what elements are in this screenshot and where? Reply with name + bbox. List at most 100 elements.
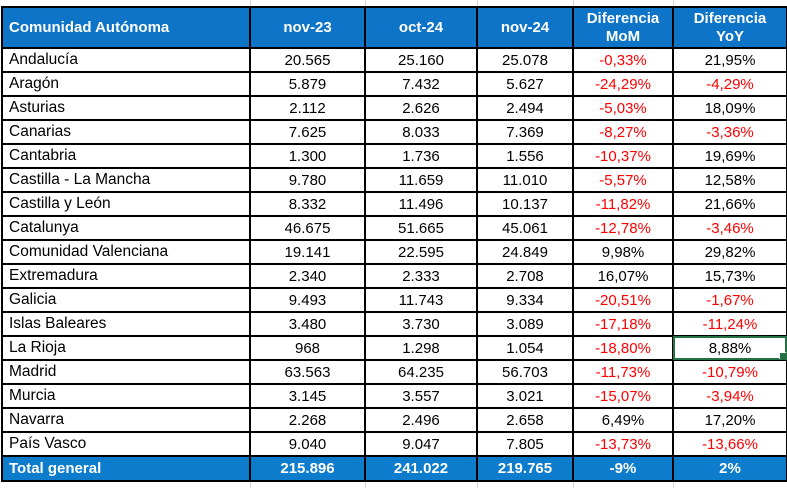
- cell-oct24[interactable]: 2.333: [364, 263, 478, 289]
- cell-comunidad[interactable]: Canarias: [1, 119, 251, 145]
- cell-oct24[interactable]: 8.033: [364, 119, 478, 145]
- cell-nov23[interactable]: 2.340: [249, 263, 366, 289]
- cell-yoy[interactable]: -3,94%: [672, 383, 787, 409]
- cell-oct24[interactable]: 9.047: [364, 431, 478, 457]
- cell-yoy[interactable]: 18,09%: [672, 95, 787, 121]
- cell-nov23[interactable]: 3.145: [249, 383, 366, 409]
- cell-mom[interactable]: -18,80%: [572, 335, 674, 361]
- cell-comunidad[interactable]: País Vasco: [1, 431, 251, 457]
- cell-mom[interactable]: 9,98%: [572, 239, 674, 265]
- cell-oct24[interactable]: 2.496: [364, 407, 478, 433]
- total-nov23[interactable]: 215.896: [249, 455, 366, 482]
- cell-oct24[interactable]: 25.160: [364, 47, 478, 73]
- cell-nov23[interactable]: 968: [249, 335, 366, 361]
- cell-yoy[interactable]: -11,24%: [672, 311, 787, 337]
- cell-comunidad[interactable]: Aragón: [1, 71, 251, 97]
- cell-nov23[interactable]: 2.112: [249, 95, 366, 121]
- cell-mom[interactable]: -5,03%: [572, 95, 674, 121]
- cell-mom[interactable]: 16,07%: [572, 263, 674, 289]
- cell-mom[interactable]: -0,33%: [572, 47, 674, 73]
- cell-nov23[interactable]: 9.040: [249, 431, 366, 457]
- cell-nov24[interactable]: 45.061: [476, 215, 574, 241]
- cell-comunidad[interactable]: La Rioja: [1, 335, 251, 361]
- cell-comunidad[interactable]: Murcia: [1, 383, 251, 409]
- cell-nov23[interactable]: 1.300: [249, 143, 366, 169]
- cell-mom[interactable]: -13,73%: [572, 431, 674, 457]
- cell-comunidad[interactable]: Andalucía: [1, 47, 251, 73]
- cell-yoy[interactable]: -3,36%: [672, 119, 787, 145]
- cell-nov24[interactable]: 5.627: [476, 71, 574, 97]
- cell-nov24[interactable]: 56.703: [476, 359, 574, 385]
- cell-nov24[interactable]: 1.054: [476, 335, 574, 361]
- cell-oct24[interactable]: 2.626: [364, 95, 478, 121]
- cell-mom[interactable]: -11,73%: [572, 359, 674, 385]
- cell-yoy[interactable]: 12,58%: [672, 167, 787, 193]
- header-nov23[interactable]: nov-23: [249, 6, 366, 49]
- cell-yoy[interactable]: -1,67%: [672, 287, 787, 313]
- cell-comunidad[interactable]: Catalunya: [1, 215, 251, 241]
- cell-mom[interactable]: -15,07%: [572, 383, 674, 409]
- cell-nov23[interactable]: 7.625: [249, 119, 366, 145]
- cell-mom[interactable]: -12,78%: [572, 215, 674, 241]
- cell-mom[interactable]: -17,18%: [572, 311, 674, 337]
- header-nov24[interactable]: nov-24: [476, 6, 574, 49]
- cell-oct24[interactable]: 3.730: [364, 311, 478, 337]
- cell-oct24[interactable]: 51.665: [364, 215, 478, 241]
- cell-comunidad[interactable]: Galicia: [1, 287, 251, 313]
- cell-nov24[interactable]: 3.021: [476, 383, 574, 409]
- cell-nov24[interactable]: 7.369: [476, 119, 574, 145]
- cell-yoy[interactable]: 21,66%: [672, 191, 787, 217]
- cell-nov24[interactable]: 11.010: [476, 167, 574, 193]
- cell-nov23[interactable]: 5.879: [249, 71, 366, 97]
- cell-nov23[interactable]: 19.141: [249, 239, 366, 265]
- cell-nov23[interactable]: 9.493: [249, 287, 366, 313]
- total-nov24[interactable]: 219.765: [476, 455, 574, 482]
- cell-mom[interactable]: 6,49%: [572, 407, 674, 433]
- cell-oct24[interactable]: 22.595: [364, 239, 478, 265]
- cell-nov24[interactable]: 7.805: [476, 431, 574, 457]
- cell-comunidad[interactable]: Extremadura: [1, 263, 251, 289]
- cell-nov24[interactable]: 24.849: [476, 239, 574, 265]
- cell-oct24[interactable]: 64.235: [364, 359, 478, 385]
- header-oct24[interactable]: oct-24: [364, 6, 478, 49]
- total-label[interactable]: Total general: [1, 455, 251, 482]
- cell-oct24[interactable]: 11.743: [364, 287, 478, 313]
- cell-oct24[interactable]: 1.298: [364, 335, 478, 361]
- total-yoy[interactable]: 2%: [672, 455, 787, 482]
- cell-oct24[interactable]: 3.557: [364, 383, 478, 409]
- selected-cell[interactable]: 8,88%: [672, 335, 787, 361]
- cell-nov24[interactable]: 25.078: [476, 47, 574, 73]
- cell-yoy[interactable]: 17,20%: [672, 407, 787, 433]
- cell-nov24[interactable]: 10.137: [476, 191, 574, 217]
- cell-nov23[interactable]: 46.675: [249, 215, 366, 241]
- header-comunidad[interactable]: Comunidad Autónoma: [1, 6, 251, 49]
- cell-oct24[interactable]: 11.659: [364, 167, 478, 193]
- header-diferencia-yoy[interactable]: Diferencia YoY: [672, 6, 787, 49]
- cell-comunidad[interactable]: Madrid: [1, 359, 251, 385]
- cell-nov24[interactable]: 2.658: [476, 407, 574, 433]
- cell-yoy[interactable]: -10,79%: [672, 359, 787, 385]
- cell-yoy[interactable]: -13,66%: [672, 431, 787, 457]
- cell-yoy[interactable]: -4,29%: [672, 71, 787, 97]
- cell-nov24[interactable]: 2.708: [476, 263, 574, 289]
- cell-comunidad[interactable]: Asturias: [1, 95, 251, 121]
- cell-yoy[interactable]: -3,46%: [672, 215, 787, 241]
- cell-comunidad[interactable]: Castilla - La Mancha: [1, 167, 251, 193]
- cell-oct24[interactable]: 1.736: [364, 143, 478, 169]
- total-oct24[interactable]: 241.022: [364, 455, 478, 482]
- cell-nov24[interactable]: 1.556: [476, 143, 574, 169]
- cell-nov23[interactable]: 3.480: [249, 311, 366, 337]
- cell-mom[interactable]: -8,27%: [572, 119, 674, 145]
- cell-comunidad[interactable]: Cantabria: [1, 143, 251, 169]
- cell-mom[interactable]: -20,51%: [572, 287, 674, 313]
- cell-yoy[interactable]: 29,82%: [672, 239, 787, 265]
- cell-nov23[interactable]: 8.332: [249, 191, 366, 217]
- cell-comunidad[interactable]: Navarra: [1, 407, 251, 433]
- cell-yoy[interactable]: 15,73%: [672, 263, 787, 289]
- cell-oct24[interactable]: 11.496: [364, 191, 478, 217]
- cell-nov23[interactable]: 20.565: [249, 47, 366, 73]
- cell-nov23[interactable]: 2.268: [249, 407, 366, 433]
- total-mom[interactable]: -9%: [572, 455, 674, 482]
- cell-yoy[interactable]: 19,69%: [672, 143, 787, 169]
- cell-mom[interactable]: -11,82%: [572, 191, 674, 217]
